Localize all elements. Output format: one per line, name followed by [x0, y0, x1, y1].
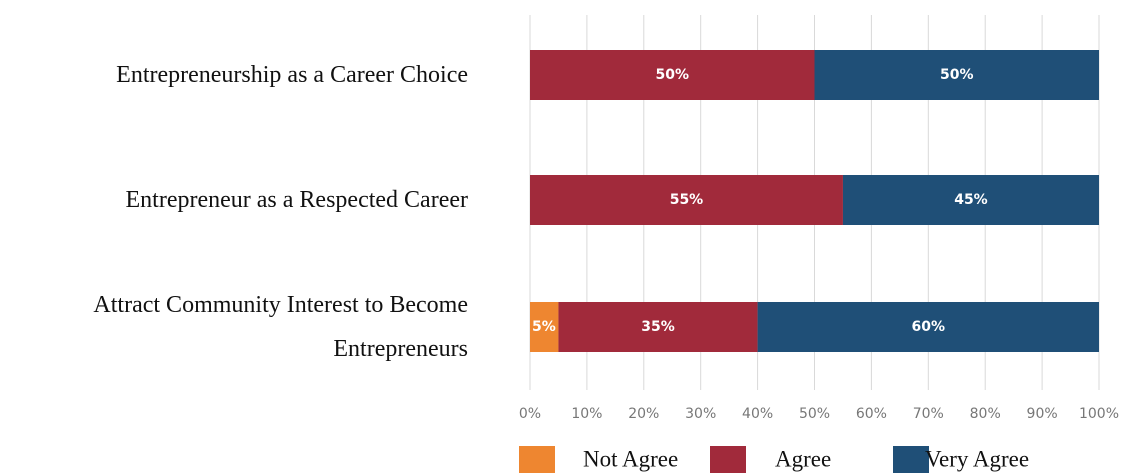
legend-swatch [893, 446, 929, 473]
bar-segment [558, 302, 758, 352]
bar-segment [530, 50, 815, 100]
x-tick-label: 70% [913, 406, 944, 422]
bar-segment [530, 302, 559, 352]
data-label: 45% [954, 192, 988, 208]
x-tick-label: 60% [856, 406, 887, 422]
x-tick-label: 0% [519, 406, 541, 422]
legend-label: Not Agree [583, 446, 678, 471]
data-label: 35% [641, 319, 675, 335]
bar-segment [530, 175, 843, 225]
x-tick-label: 100% [1079, 406, 1119, 422]
legend-label: Very Agree [925, 446, 1029, 471]
bar-segment [757, 302, 1099, 352]
x-tick-label: 40% [742, 406, 773, 422]
data-label: 60% [912, 319, 946, 335]
data-label: 5% [532, 319, 556, 335]
legend-label: Agree [775, 446, 831, 471]
data-label: 55% [670, 192, 704, 208]
category-label: Entrepreneurship as a Career Choice [116, 62, 468, 88]
bar-segment [842, 175, 1099, 225]
data-label: 50% [940, 67, 974, 83]
x-tick-label: 30% [685, 406, 716, 422]
category-label: Entrepreneur as a Respected Career [125, 187, 468, 213]
x-tick-label: 90% [1027, 406, 1058, 422]
category-label: Attract Community Interest to Become Ent… [93, 292, 468, 362]
legend-swatch [519, 446, 555, 473]
data-label: 50% [655, 67, 689, 83]
legend-swatch [710, 446, 746, 473]
bar-segment [814, 50, 1099, 100]
x-tick-label: 50% [799, 406, 830, 422]
x-tick-label: 20% [628, 406, 659, 422]
x-tick-label: 10% [571, 406, 602, 422]
x-tick-label: 80% [970, 406, 1001, 422]
